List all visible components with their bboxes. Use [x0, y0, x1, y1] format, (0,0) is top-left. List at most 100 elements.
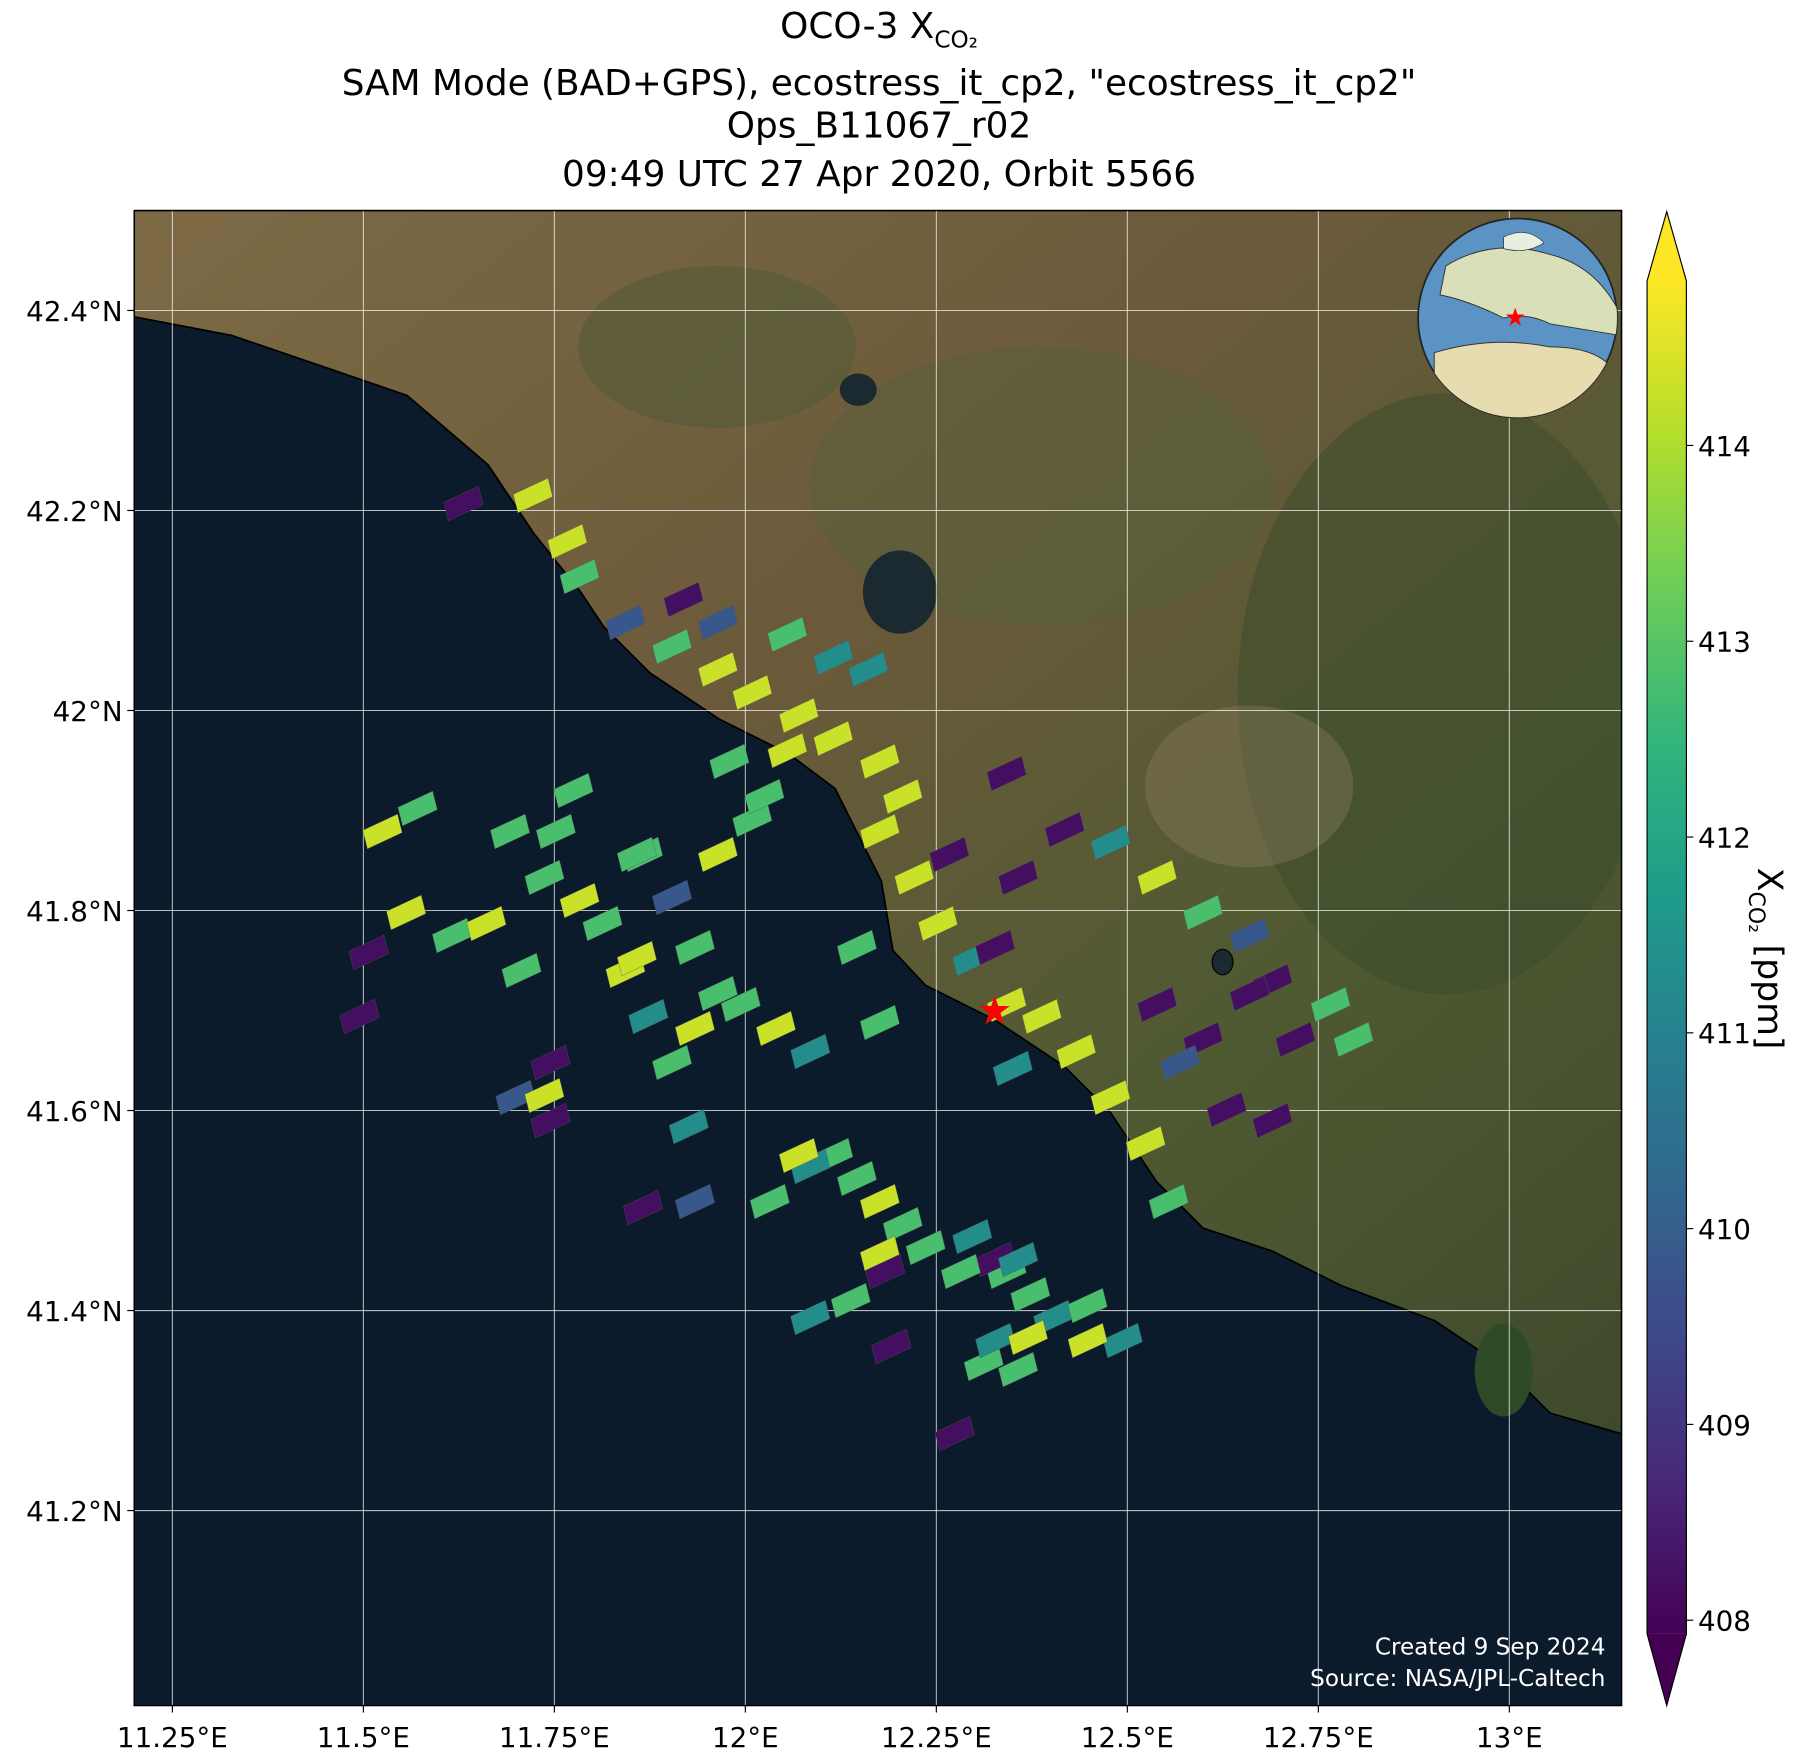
sounding [882, 778, 923, 815]
lake [1211, 948, 1234, 976]
subtitle: SAM Mode (BAD+GPS), ecostress_it_cp2, "e… [342, 63, 1417, 104]
sounding [663, 581, 704, 618]
grid [134, 210, 1622, 1706]
subtitle: Ops_B11067_r02 [727, 106, 1031, 147]
y-tick-label: 42°N [53, 695, 123, 728]
target-star [979, 995, 1010, 1025]
sounding [859, 813, 900, 850]
colorbar-outline [1646, 209, 1687, 1708]
sounding [1137, 986, 1177, 1023]
sounding [859, 743, 900, 780]
y-tick-label: 42.2°N [26, 495, 122, 528]
city [1145, 705, 1354, 868]
sounding [830, 1282, 871, 1319]
x-tick-label: 12.25°E [881, 1721, 992, 1753]
sounding [744, 778, 785, 815]
x-tick-label: 12°E [712, 1721, 779, 1753]
sounding [813, 639, 854, 676]
sounding [501, 952, 542, 989]
sounding [720, 986, 761, 1023]
sounding [386, 894, 427, 931]
globe-star [1505, 307, 1525, 327]
sounding [697, 836, 738, 873]
terrain [1237, 393, 1622, 995]
sounding [536, 813, 576, 850]
sounding [1102, 1322, 1143, 1359]
sounding [652, 879, 692, 916]
y-tick-label: 41.4°N [26, 1295, 122, 1328]
sounding [952, 1218, 993, 1255]
sounding [1229, 917, 1270, 954]
sounding [623, 1189, 663, 1226]
sounding [559, 558, 600, 595]
sounding [348, 934, 389, 971]
terrain [809, 346, 1273, 625]
x-tick-label: 11.75°E [499, 1721, 610, 1753]
sounding [530, 1044, 571, 1081]
sounding [652, 628, 692, 665]
sounding [675, 1010, 715, 1047]
sounding [1160, 1044, 1200, 1081]
sounding [616, 836, 657, 873]
globe-land [1503, 232, 1545, 251]
sounding [709, 743, 750, 780]
terrain [1474, 1324, 1533, 1417]
sounding [1206, 1091, 1247, 1128]
sounding [992, 1050, 1033, 1087]
sounding [837, 929, 877, 966]
sounding [865, 1253, 906, 1290]
sounding [668, 1108, 709, 1145]
sounding [1008, 1319, 1048, 1356]
sounding [1056, 1033, 1097, 1070]
map-frame [133, 209, 1623, 1707]
sounding [547, 523, 588, 560]
sounding [918, 905, 958, 942]
sounding [790, 1299, 831, 1336]
sounding [1252, 1102, 1293, 1139]
sounding [1183, 894, 1223, 931]
sounding [1148, 1183, 1189, 1220]
sounding [732, 674, 773, 711]
credit: Created 9 Sep 2024 [1375, 1635, 1606, 1661]
y-tick-label: 41.2°N [26, 1495, 122, 1528]
sounding [466, 905, 507, 942]
soundings [339, 477, 1374, 1452]
sounding [530, 1102, 571, 1139]
sounding [986, 755, 1027, 792]
colorbar-extend-min [1647, 1633, 1687, 1706]
sounding [767, 732, 808, 769]
sounding [749, 1183, 790, 1220]
sounding [859, 1183, 900, 1220]
colorbar-tick-label: 413 [1698, 626, 1751, 659]
sounding [1067, 1322, 1108, 1359]
sounding [490, 813, 530, 850]
title: OCO-3 XCO₂ [780, 6, 978, 53]
sounding [628, 998, 669, 1035]
sounding [998, 859, 1038, 896]
sounding [1229, 975, 1270, 1012]
sounding [1044, 811, 1085, 848]
colorbar-label-unit: [ppm] [1749, 945, 1789, 1050]
sounding [998, 1351, 1038, 1388]
x-tick-label: 13°E [1476, 1721, 1543, 1753]
sounding [553, 772, 594, 809]
sounding [1010, 1276, 1051, 1313]
sounding [940, 1253, 981, 1290]
axes: 11.25°E 11.5°E 11.75°E 12°E 12.25°E 12.5°E 12.… [26, 295, 1543, 1753]
colorbar-label: XCO₂ [ppm] [1743, 868, 1789, 1050]
sounding [905, 1229, 946, 1266]
sounding [1310, 986, 1351, 1023]
sounding [697, 651, 738, 688]
sounding [882, 1206, 923, 1243]
sounding [397, 790, 438, 827]
sounding [1333, 1021, 1374, 1058]
colorbar-label-sub: CO₂ [1743, 892, 1768, 933]
sounding [443, 485, 484, 522]
sounding [934, 1415, 975, 1452]
sounding [1090, 1079, 1131, 1116]
sounding [929, 836, 970, 873]
x-tick-label: 12.75°E [1263, 1721, 1374, 1753]
sounding [778, 1137, 819, 1174]
sounding [559, 882, 600, 919]
subtitle: 09:49 UTC 27 Apr 2020, Orbit 5566 [562, 154, 1196, 195]
